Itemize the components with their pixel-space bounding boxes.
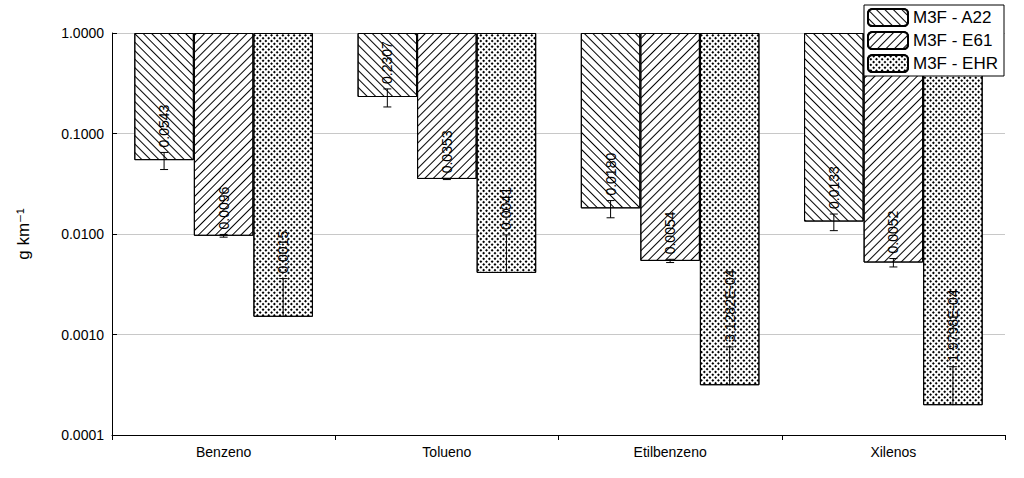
svg-text:0.0010: 0.0010 <box>61 327 104 343</box>
svg-text:0.2307: 0.2307 <box>379 41 395 84</box>
svg-text:1.9798E-04: 1.9798E-04 <box>945 289 961 362</box>
svg-text:0.1000: 0.1000 <box>61 126 104 142</box>
svg-text:0.0015: 0.0015 <box>275 231 291 274</box>
svg-text:M3F - E61: M3F - E61 <box>913 31 992 50</box>
svg-text:1.0000: 1.0000 <box>61 25 104 41</box>
svg-text:Tolueno: Tolueno <box>422 444 471 460</box>
svg-text:0.0353: 0.0353 <box>439 130 455 173</box>
svg-text:0.0543: 0.0543 <box>156 104 172 147</box>
svg-text:M3F - EHR: M3F - EHR <box>913 54 998 73</box>
svg-text:0.0001: 0.0001 <box>61 427 104 443</box>
svg-text:Xilenos: Xilenos <box>870 444 916 460</box>
svg-text:Benzeno: Benzeno <box>196 444 251 460</box>
svg-text:0.0054: 0.0054 <box>662 211 678 254</box>
svg-text:0.0052: 0.0052 <box>885 211 901 254</box>
svg-text:0.0096: 0.0096 <box>216 186 232 229</box>
svg-text:Etilbenzeno: Etilbenzeno <box>634 444 707 460</box>
svg-text:g km⁻¹: g km⁻¹ <box>14 208 33 260</box>
svg-text:0.0180: 0.0180 <box>603 153 619 196</box>
svg-text:0.0041: 0.0041 <box>498 187 514 230</box>
svg-text:M3F - A22: M3F - A22 <box>913 8 991 27</box>
svg-text:0.0100: 0.0100 <box>61 226 104 242</box>
svg-text:3.1282E-04: 3.1282E-04 <box>722 269 738 342</box>
svg-text:0.0133: 0.0133 <box>826 166 842 209</box>
